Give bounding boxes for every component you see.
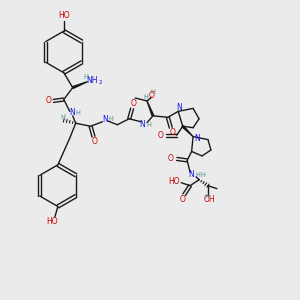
Text: H: H <box>76 110 80 116</box>
Polygon shape <box>182 126 193 136</box>
Text: N: N <box>102 115 108 124</box>
Text: H: H <box>195 172 200 178</box>
Text: HO: HO <box>46 218 58 226</box>
Text: H: H <box>151 89 155 95</box>
Text: O: O <box>169 128 175 137</box>
Text: H: H <box>108 116 113 122</box>
Polygon shape <box>182 126 184 128</box>
Text: H: H <box>60 114 65 120</box>
Text: HO: HO <box>168 177 180 186</box>
Text: O: O <box>158 130 163 140</box>
Polygon shape <box>72 82 88 88</box>
Text: N: N <box>195 134 200 142</box>
Text: HO: HO <box>58 11 70 20</box>
Text: H: H <box>143 94 148 100</box>
Text: O: O <box>92 136 98 146</box>
Text: NH: NH <box>86 76 98 85</box>
Text: N: N <box>69 108 75 117</box>
Text: N: N <box>140 120 146 129</box>
Text: H: H <box>84 74 88 80</box>
Text: H: H <box>146 122 151 128</box>
Text: O: O <box>131 99 137 108</box>
Text: O: O <box>148 91 154 100</box>
Text: O: O <box>168 154 174 164</box>
Text: O: O <box>46 97 52 106</box>
Text: O: O <box>180 194 186 203</box>
Text: H: H <box>200 172 205 178</box>
Text: OH: OH <box>204 194 215 203</box>
Text: H: H <box>204 194 209 200</box>
Text: N: N <box>189 170 194 179</box>
Text: N: N <box>176 103 182 112</box>
Polygon shape <box>147 101 154 116</box>
Text: 2: 2 <box>98 80 102 85</box>
